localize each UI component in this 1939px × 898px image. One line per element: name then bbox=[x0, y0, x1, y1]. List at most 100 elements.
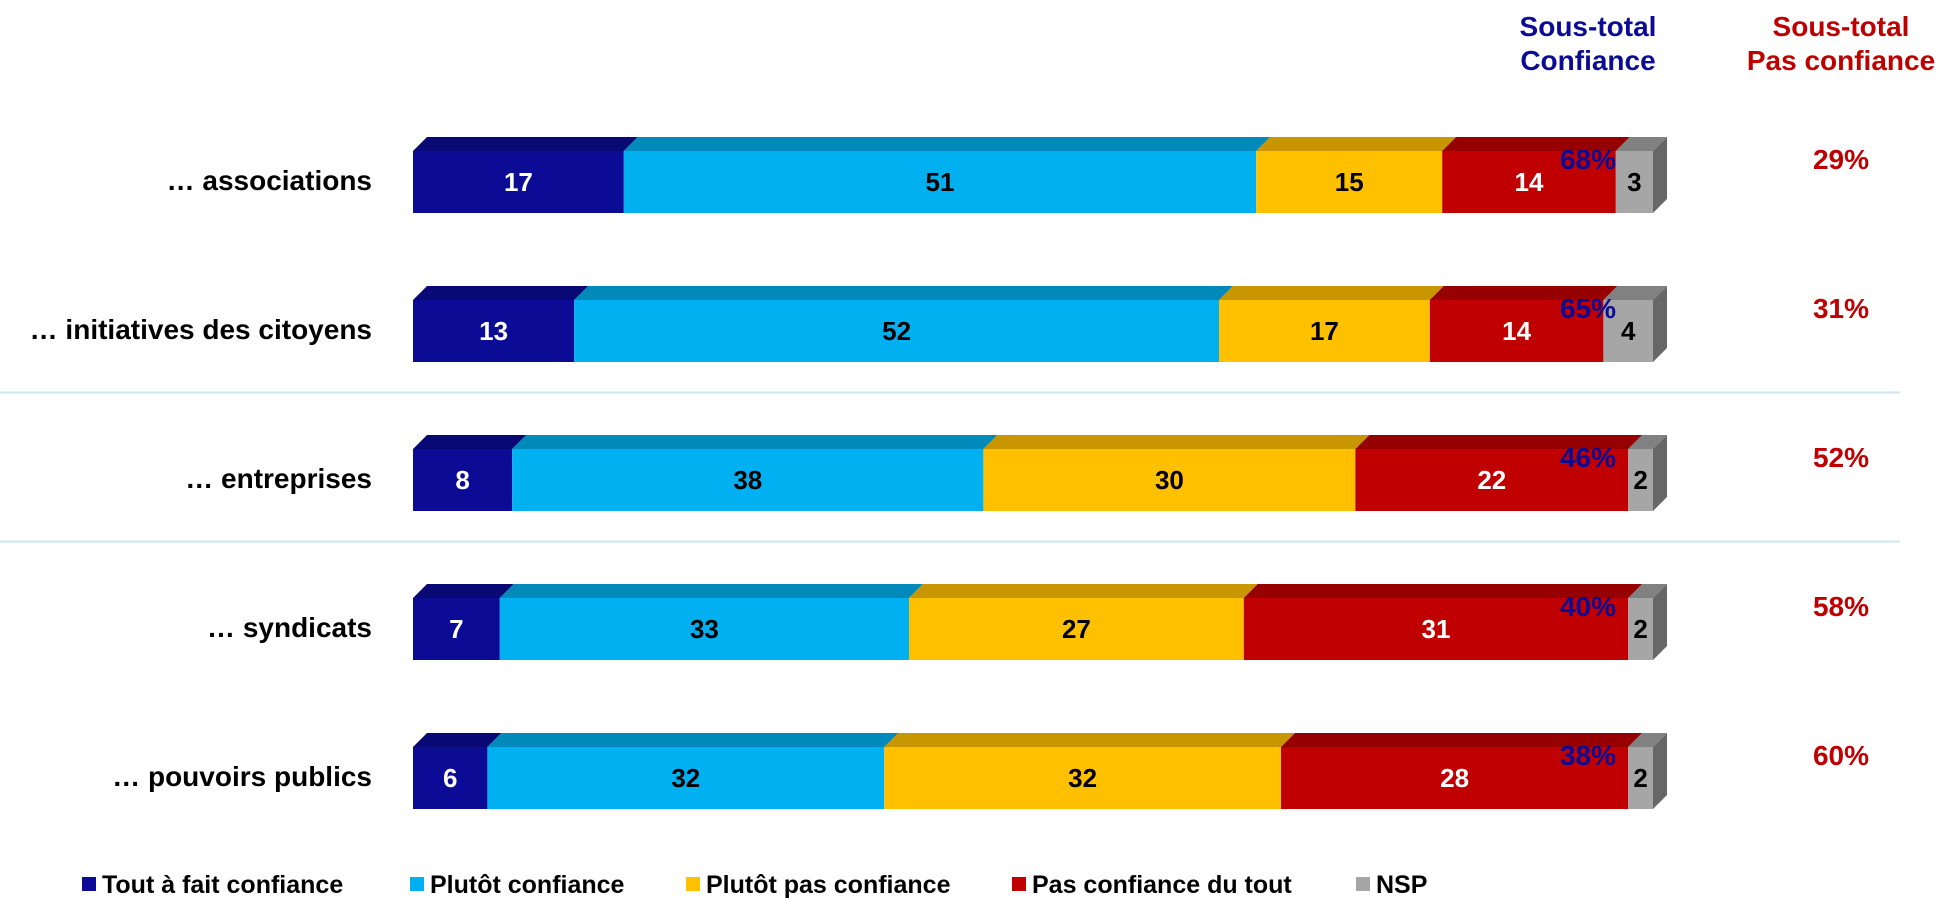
bar-row: … associations 17 51 15 14 3 68% 29% bbox=[167, 137, 1869, 213]
data-label: 4 bbox=[1621, 316, 1636, 346]
bar-segment-front bbox=[623, 151, 1257, 213]
bar-side-face bbox=[1653, 733, 1667, 809]
bar-segment-top bbox=[574, 286, 1233, 300]
bar-segment: 51 bbox=[623, 137, 1271, 213]
subtotal-header-line: Sous-total bbox=[1520, 11, 1657, 42]
category-label: … initiatives des citoyens bbox=[30, 314, 372, 345]
data-label: 2 bbox=[1633, 465, 1647, 495]
group-separators bbox=[0, 391, 1900, 543]
subtotal-value: 52% bbox=[1813, 442, 1869, 473]
legend-swatch bbox=[1356, 877, 1370, 891]
bar-segment-top bbox=[1628, 435, 1667, 449]
subtotal-value: 46% bbox=[1560, 442, 1616, 473]
data-label: 33 bbox=[690, 614, 719, 644]
category-label: … syndicats bbox=[207, 612, 372, 643]
bar-segment-front bbox=[413, 598, 500, 660]
data-label: 30 bbox=[1155, 465, 1184, 495]
bar-segment: 2 bbox=[1628, 584, 1667, 660]
bar-segment-top bbox=[983, 435, 1370, 449]
category-label: … entreprises bbox=[185, 463, 372, 494]
bar-row: … entreprises 8 38 30 22 246% 52% bbox=[185, 435, 1869, 511]
bar-segment: 6 bbox=[413, 733, 502, 809]
legend-label: Plutôt pas confiance bbox=[706, 871, 951, 898]
bar-segment-front bbox=[884, 747, 1281, 809]
legend-label: Tout à fait confiance bbox=[102, 871, 343, 898]
bar-segment-front bbox=[413, 300, 575, 362]
legend: Tout à fait confiance Plutôt confiance Plu… bbox=[82, 871, 1427, 898]
bar-segment-top bbox=[413, 584, 514, 598]
subtotal-header-line: Confiance bbox=[1520, 45, 1655, 76]
bar-segment-front bbox=[1281, 747, 1629, 809]
legend-label: NSP bbox=[1376, 871, 1427, 898]
subtotal-value: 58% bbox=[1813, 591, 1869, 622]
bar-segment-top bbox=[1442, 137, 1630, 151]
data-label: 6 bbox=[443, 763, 457, 793]
bar-segment-front bbox=[413, 449, 513, 511]
bar-side-face bbox=[1653, 435, 1667, 511]
bar-segment-front bbox=[1355, 449, 1629, 511]
bar-segment-front bbox=[1243, 598, 1629, 660]
data-label: 14 bbox=[1515, 167, 1544, 197]
bar-segment: 31 bbox=[1243, 584, 1643, 660]
subtotal-value: 60% bbox=[1813, 740, 1869, 771]
legend-item: NSP bbox=[1356, 871, 1427, 898]
bar-segment: 28 bbox=[1281, 733, 1643, 809]
bar-segment-front bbox=[1615, 151, 1653, 213]
subtotal-header-line: Pas confiance bbox=[1747, 45, 1935, 76]
legend-item: Tout à fait confiance bbox=[82, 871, 343, 898]
data-label: 3 bbox=[1627, 167, 1641, 197]
bar-segment-top bbox=[1256, 137, 1457, 151]
subtotal-value: 29% bbox=[1813, 144, 1869, 175]
subtotal-header: Sous-total Pas confiance bbox=[1747, 11, 1935, 76]
bar-segment-front bbox=[1603, 300, 1653, 362]
bar-segment-top bbox=[512, 435, 998, 449]
bar-segment-top bbox=[413, 733, 502, 747]
data-label: 2 bbox=[1633, 614, 1647, 644]
bar-segment-front bbox=[1429, 300, 1604, 362]
bar-segment-front bbox=[909, 598, 1244, 660]
legend-swatch bbox=[82, 877, 96, 891]
legend-item: Plutôt confiance bbox=[410, 871, 625, 898]
bar-segment: 4 bbox=[1603, 286, 1667, 362]
bar-segment: 27 bbox=[909, 584, 1258, 660]
bar-row: … syndicats 7 33 27 31 2 40% 58% bbox=[207, 584, 1869, 660]
data-label: 28 bbox=[1440, 763, 1469, 793]
legend-item: Plutôt pas confiance bbox=[686, 871, 951, 898]
bar-segment-top bbox=[1628, 584, 1667, 598]
bar-segment-top bbox=[413, 286, 589, 300]
subtotal-value: 38% bbox=[1560, 740, 1616, 771]
legend-label: Plutôt confiance bbox=[430, 871, 625, 898]
legend-swatch bbox=[1012, 877, 1026, 891]
bar-segment-top bbox=[623, 137, 1271, 151]
bar-side-face bbox=[1653, 137, 1667, 213]
legend-item: Pas confiance du tout bbox=[1012, 871, 1292, 898]
bar-segment: 17 bbox=[413, 137, 638, 213]
subtotal-header-line: Sous-total bbox=[1773, 11, 1910, 42]
bar-segment-front bbox=[1219, 300, 1430, 362]
bar-segment-top bbox=[1355, 435, 1643, 449]
legend-swatch bbox=[686, 877, 700, 891]
bar-segment: 38 bbox=[512, 435, 998, 511]
data-label: 32 bbox=[1068, 763, 1097, 793]
bar-segment-front bbox=[1628, 598, 1653, 660]
bar-segment-front bbox=[499, 598, 909, 660]
bar-segment-top bbox=[1615, 137, 1667, 151]
data-label: 13 bbox=[479, 316, 508, 346]
data-label: 8 bbox=[455, 465, 469, 495]
data-label: 52 bbox=[882, 316, 911, 346]
bar-segment-front bbox=[413, 151, 624, 213]
subtotal-value: 40% bbox=[1560, 591, 1616, 622]
bar-segment: 8 bbox=[413, 435, 527, 511]
bar-segment-front bbox=[1628, 449, 1653, 511]
bar-segment-top bbox=[884, 733, 1295, 747]
bar-segment-top bbox=[499, 584, 923, 598]
data-label: 17 bbox=[504, 167, 533, 197]
bar-segment-front bbox=[413, 747, 488, 809]
bar-segment: 13 bbox=[413, 286, 589, 362]
chart-rows: … associations 17 51 15 14 3 68% 29% … initiativ… bbox=[30, 137, 1869, 809]
data-label: 32 bbox=[671, 763, 700, 793]
bar-segment-top bbox=[413, 137, 638, 151]
bar-segment: 22 bbox=[1355, 435, 1643, 511]
data-label: 15 bbox=[1335, 167, 1364, 197]
